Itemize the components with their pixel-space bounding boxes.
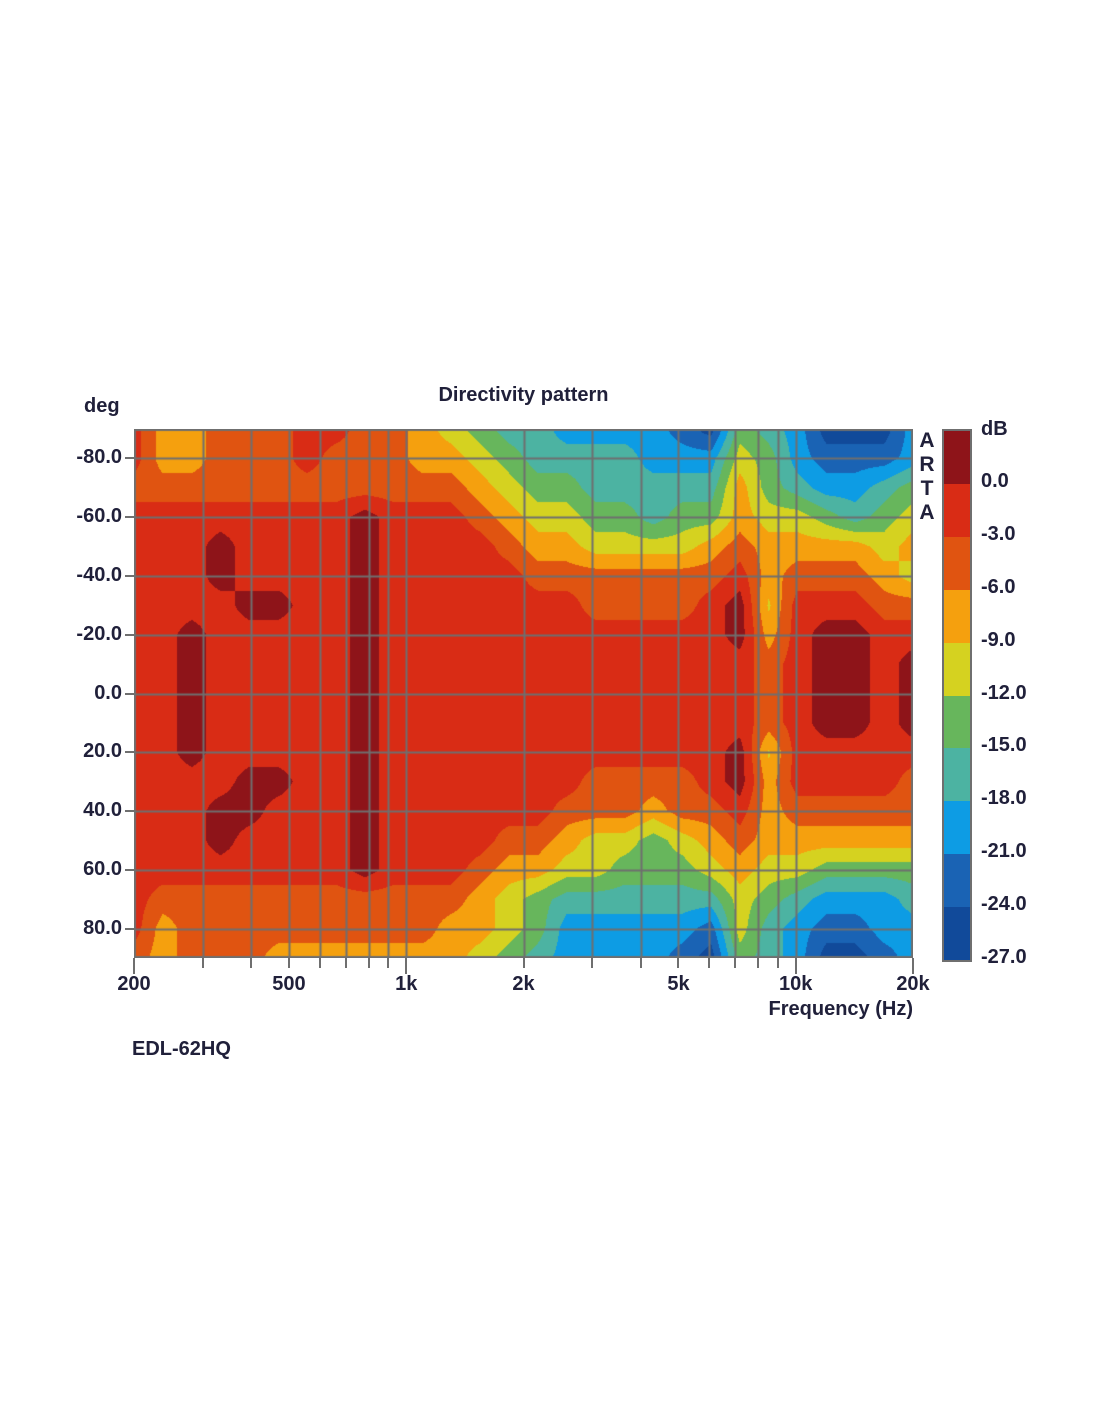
x-tick-mark xyxy=(912,958,914,974)
x-tick-mark xyxy=(201,958,204,968)
x-tick-label: 20k xyxy=(896,973,930,995)
x-tick-mark xyxy=(522,958,525,968)
colorbar-tick-label: -21.0 xyxy=(981,840,1027,863)
y-tick-label: 80.0 xyxy=(83,916,122,939)
colorbar-tick-label: -9.0 xyxy=(981,628,1016,651)
y-tick-mark xyxy=(125,868,134,871)
colorbar-segment xyxy=(944,748,970,802)
y-tick-label: 60.0 xyxy=(83,857,122,880)
y-tick-label: -20.0 xyxy=(76,622,122,645)
x-tick-mark xyxy=(734,958,737,968)
colorbar-tick-label: -6.0 xyxy=(981,575,1016,598)
x-tick-mark xyxy=(776,958,779,968)
x-tick-mark xyxy=(367,958,370,968)
x-tick-label: 200 xyxy=(117,973,151,995)
arta-letter: A xyxy=(919,429,935,452)
x-tick-label: 5k xyxy=(667,973,690,995)
y-tick-mark xyxy=(125,927,134,930)
colorbar-segment xyxy=(944,536,970,590)
x-tick-mark xyxy=(287,958,290,968)
arta-letter: A xyxy=(919,501,935,524)
y-tick-label: -80.0 xyxy=(76,446,122,469)
x-tick-mark xyxy=(757,958,759,968)
y-axis-unit-label: deg xyxy=(84,395,120,417)
y-tick-label: 40.0 xyxy=(83,799,122,822)
arta-letter: R xyxy=(919,453,935,476)
y-tick-mark xyxy=(125,574,134,577)
x-tick-mark xyxy=(387,958,390,968)
y-tick-mark xyxy=(125,810,134,813)
x-tick-label: 2k xyxy=(512,973,535,995)
colorbar-segment xyxy=(944,854,970,908)
colorbar-tick-label: -18.0 xyxy=(981,787,1027,810)
x-tick-label: 10k xyxy=(779,973,813,995)
x-tick-mark xyxy=(639,958,642,968)
colorbar-tick-label: -12.0 xyxy=(981,681,1027,704)
model-label: EDL-62HQ xyxy=(132,1038,231,1060)
x-tick-mark xyxy=(133,958,135,974)
colorbar-segment xyxy=(944,801,970,855)
x-tick-mark xyxy=(794,958,797,974)
y-tick-mark xyxy=(125,692,134,695)
colorbar-unit-label: dB xyxy=(981,418,1008,440)
y-tick-label: -40.0 xyxy=(76,563,122,586)
y-tick-mark xyxy=(125,516,134,519)
colorbar-segment xyxy=(944,483,970,537)
x-tick-mark xyxy=(677,958,680,968)
x-tick-mark xyxy=(708,958,711,968)
y-tick-mark xyxy=(125,751,134,754)
colorbar-tick-label: 0.0 xyxy=(981,469,1009,492)
colorbar-tick-label: -24.0 xyxy=(981,893,1027,916)
colorbar-segment xyxy=(944,907,970,961)
x-tick-mark xyxy=(591,958,594,968)
colorbar-segment xyxy=(944,695,970,749)
y-tick-label: 20.0 xyxy=(83,740,122,763)
y-tick-mark xyxy=(125,457,134,460)
colorbar-segment xyxy=(944,431,970,484)
x-tick-mark xyxy=(318,958,321,968)
colorbar-tick-label: -15.0 xyxy=(981,734,1027,757)
y-tick-label: 0.0 xyxy=(94,681,122,704)
x-axis-title: Frequency (Hz) xyxy=(768,998,913,1020)
directivity-heatmap xyxy=(134,429,913,958)
x-tick-mark xyxy=(344,958,347,968)
colorbar-tick-label: -27.0 xyxy=(981,946,1027,968)
x-tick-label: 1k xyxy=(395,973,418,995)
x-tick-mark xyxy=(405,958,408,974)
colorbar-segment xyxy=(944,589,970,643)
colorbar-tick-label: -3.0 xyxy=(981,522,1016,545)
arta-letter: T xyxy=(920,477,934,500)
colorbar xyxy=(942,429,972,962)
x-tick-label: 500 xyxy=(272,973,306,995)
x-tick-mark xyxy=(250,958,253,968)
y-tick-mark xyxy=(125,633,134,636)
chart-title: Directivity pattern xyxy=(438,384,609,406)
y-tick-label: -60.0 xyxy=(76,505,122,528)
colorbar-segment xyxy=(944,642,970,696)
